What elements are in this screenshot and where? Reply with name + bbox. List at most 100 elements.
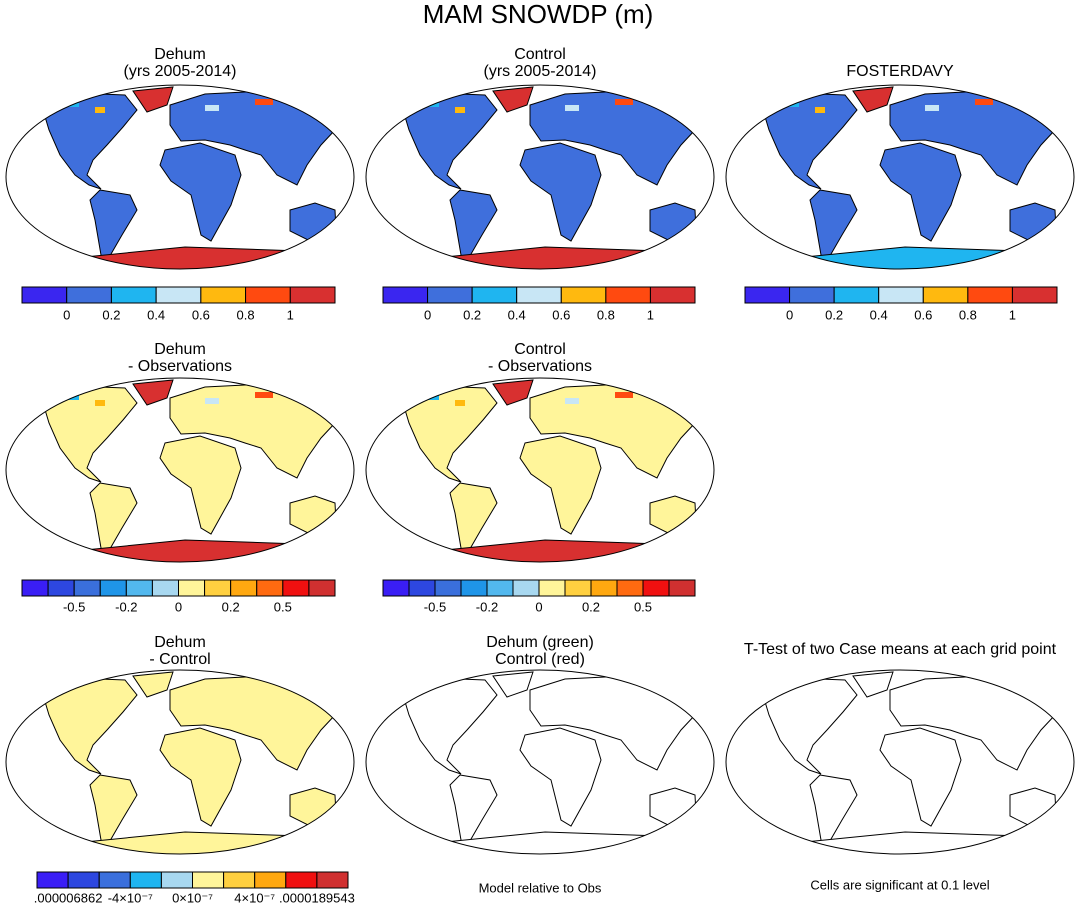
continent	[42, 677, 138, 775]
continent	[132, 86, 174, 113]
snow-patch	[305, 396, 321, 404]
continent	[289, 202, 337, 242]
continent	[443, 246, 671, 269]
colorbar-label: 0.4	[508, 307, 526, 322]
colorbar-box	[254, 871, 287, 889]
continent	[132, 379, 174, 406]
continent	[89, 189, 138, 262]
colorbar-box	[66, 286, 112, 304]
colorbar-box	[922, 286, 969, 304]
map-border	[365, 669, 715, 855]
snow-patch	[975, 99, 993, 105]
panel-title: - Observations	[128, 358, 232, 375]
colorbar-box	[282, 579, 310, 597]
continent	[159, 727, 242, 827]
snow-patch	[615, 99, 633, 105]
panel-title: Control	[514, 46, 566, 63]
colorbar-box	[67, 871, 100, 889]
colorbar-box	[460, 579, 488, 597]
map	[5, 377, 355, 563]
colorbar-box	[99, 579, 127, 597]
map-land	[42, 671, 352, 854]
continent	[803, 831, 1031, 854]
panel-title: T-Test of two Case means at each grid po…	[744, 641, 1057, 658]
continent	[852, 671, 894, 698]
colorbar-label: 0.8	[597, 307, 615, 322]
continent	[402, 92, 498, 190]
snow-patch	[255, 99, 273, 105]
map-border	[725, 669, 1075, 855]
panel-title: Dehum	[154, 634, 206, 651]
continent	[649, 787, 697, 827]
colorbar-box	[642, 579, 670, 597]
colorbar-label: 4×10⁻⁷	[234, 890, 275, 905]
colorbar-box	[382, 286, 429, 304]
panel-title: Control	[514, 341, 566, 358]
continent	[809, 189, 858, 262]
continent	[289, 495, 337, 535]
colorbar-box	[256, 579, 284, 597]
colorbar-box	[316, 871, 349, 889]
colorbar-box	[605, 286, 651, 304]
panel-title: - Observations	[488, 358, 592, 375]
colorbar-box	[1011, 286, 1058, 304]
panel-title: (yrs 2005-2014)	[124, 63, 237, 80]
snow-patch	[205, 105, 219, 111]
colorbar-box	[289, 286, 336, 304]
colorbar-label: 0×10⁻⁷	[172, 890, 213, 905]
colorbar-label: 1	[1009, 307, 1016, 322]
snow-patch	[95, 400, 105, 406]
map-border	[365, 84, 715, 270]
map-border	[725, 84, 1075, 270]
continent	[159, 142, 242, 242]
colorbar-box	[200, 286, 247, 304]
continent	[83, 831, 311, 854]
continent	[649, 495, 697, 535]
map-land	[762, 671, 1072, 854]
map	[365, 669, 715, 855]
continent	[809, 774, 858, 847]
colorbar-box	[21, 579, 49, 597]
colorbar-label: 1	[647, 307, 654, 322]
continent	[492, 379, 534, 406]
colorbar-box	[160, 871, 193, 889]
panel-note: Model relative to Obs	[479, 880, 602, 895]
colorbar-label: .0000189543	[279, 890, 355, 905]
snow-patch	[205, 398, 219, 404]
map-border	[5, 84, 355, 270]
colorbar-label: 0.6	[552, 307, 570, 322]
colorbar-label: 0.4	[870, 307, 888, 322]
continent	[89, 482, 138, 555]
colorbar-box	[471, 286, 518, 304]
colorbar-box	[129, 871, 162, 889]
continent	[1009, 202, 1057, 242]
colorbar-box	[151, 579, 180, 597]
colorbar-box	[516, 286, 562, 304]
colorbar-box	[308, 579, 336, 597]
map	[5, 669, 355, 855]
continent	[402, 677, 498, 775]
colorbar-label: 0	[424, 307, 431, 322]
continent	[42, 385, 138, 483]
colorbar-label: 0.8	[237, 307, 255, 322]
colorbar-box	[204, 579, 232, 597]
continent	[492, 671, 534, 698]
figure-title: MAM SNOWDP (m)	[423, 0, 654, 29]
colorbar-label: 0	[63, 307, 70, 322]
panel-title: Control (red)	[495, 651, 585, 668]
colorbar-box	[512, 579, 540, 597]
map	[5, 84, 355, 270]
snow-patch	[925, 105, 939, 111]
map	[725, 84, 1075, 270]
colorbar-label: .000006862	[34, 890, 103, 905]
continent	[83, 246, 311, 269]
continent	[803, 246, 1031, 269]
colorbar-label: 0.2	[582, 599, 600, 614]
continent	[1009, 787, 1057, 827]
colorbar-box	[230, 579, 258, 597]
panel-title: FOSTERDAVY	[846, 63, 954, 80]
continent	[852, 86, 894, 113]
continent	[443, 831, 671, 854]
snow-patch	[565, 398, 579, 404]
